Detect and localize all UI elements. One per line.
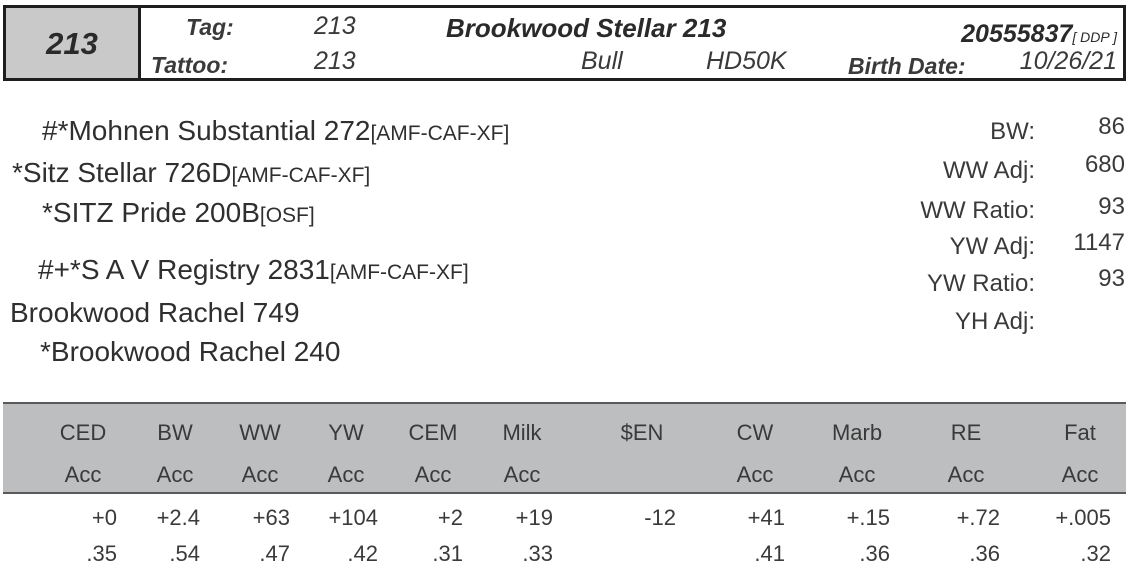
pedigree-sire: *Sitz Stellar 726D[AMF-CAF-XF]: [12, 157, 370, 189]
pedigree-name: *Sitz Stellar 726D: [12, 157, 232, 188]
sex-value: Bull: [581, 47, 623, 75]
perf-value-yw-adj: 1147: [1073, 229, 1125, 256]
pedigree-dam-dam: *Brookwood Rachel 240: [40, 336, 340, 368]
pedigree-name: #+*S A V Registry 2831: [38, 254, 330, 285]
epd-acc-yw: .42: [347, 541, 378, 566]
epd-acc-ww: .47: [259, 541, 290, 566]
perf-label-ww-ratio: WW Ratio:: [920, 197, 1035, 224]
epd-acc-cem: .31: [432, 541, 463, 566]
pedigree-name: Brookwood Rachel 749: [10, 297, 300, 328]
epd-acc-label: Acc: [947, 462, 985, 487]
epd-value-milk: +19: [515, 505, 553, 530]
perf-value-ww-ratio: 93: [1098, 193, 1125, 220]
epd-trait-marb: Marb: [831, 420, 883, 445]
epd-value-re: +.72: [956, 505, 1000, 530]
pedigree-suffix: [AMF-CAF-XF]: [370, 122, 510, 145]
pedigree-sire-dam: *SITZ Pride 200B[OSF]: [42, 197, 315, 229]
registration-suffix: [ DDP ]: [1072, 29, 1117, 45]
epd-trait-milk: Milk: [502, 420, 542, 445]
epd-value-yw: +104: [328, 505, 378, 530]
epd-acc-label: Acc: [64, 462, 102, 487]
registration-value: 20555837: [961, 20, 1073, 48]
pedigree-dam-sire: #+*S A V Registry 2831[AMF-CAF-XF]: [38, 254, 469, 286]
genomics-value: HD50K: [706, 47, 787, 75]
pedigree-name: #*Mohnen Substantial 272: [42, 115, 371, 146]
epd-acc-label: Acc: [1061, 462, 1099, 487]
epd-acc-re: .36: [969, 541, 1000, 566]
epd-trait-re: RE: [950, 420, 982, 445]
epd-trait-en: $EN: [620, 420, 664, 445]
registration-number: 20555837[ DDP ]: [961, 20, 1117, 49]
epd-value-cem: +2: [437, 505, 463, 530]
epd-value-ww: +63: [252, 505, 290, 530]
epd-acc-label: Acc: [838, 462, 876, 487]
epd-trait-yw: YW: [328, 420, 364, 445]
perf-label-yw-ratio: YW Ratio:: [926, 270, 1035, 297]
epd-acc-marb: .36: [859, 541, 890, 566]
epd-value-cw: +41: [747, 505, 785, 530]
perf-value-bw: 86: [1098, 113, 1125, 140]
perf-value-yw-ratio: 93: [1098, 265, 1125, 292]
epd-acc-label: Acc: [503, 462, 541, 487]
epd-acc-fat: .32: [1080, 541, 1111, 566]
epd-trait-fat: Fat: [1064, 420, 1096, 445]
epd-acc-label: Acc: [414, 462, 452, 487]
pedigree-name: *Brookwood Rachel 240: [40, 336, 341, 367]
epd-value-marb: +.15: [846, 505, 890, 530]
epd-value-bw: +2.4: [156, 505, 200, 530]
epd-trait-bw: BW: [157, 420, 193, 445]
animal-name: Brookwood Stellar 213: [446, 13, 727, 43]
epd-trait-ced: CED: [59, 420, 107, 445]
birth-date-label: Birth Date:: [848, 53, 966, 79]
birth-date-value: 10/26/21: [1019, 47, 1117, 75]
epd-acc-cw: .41: [754, 541, 785, 566]
tattoo-label: Tattoo:: [151, 52, 229, 78]
tattoo-value: 213: [314, 47, 356, 75]
perf-label-yh-adj: YH Adj:: [954, 308, 1035, 335]
epd-acc-ced: .35: [86, 541, 117, 566]
epd-header-band: [3, 402, 1126, 494]
epd-acc-label: Acc: [156, 462, 194, 487]
epd-acc-bw: .54: [169, 541, 200, 566]
epd-trait-cem: CEM: [408, 420, 458, 445]
perf-label-bw: BW:: [990, 118, 1035, 145]
perf-label-ww-adj: WW Adj:: [942, 157, 1035, 184]
tag-label: Tag:: [186, 14, 234, 40]
perf-label-yw-adj: YW Adj:: [949, 233, 1035, 260]
lot-header: 213 Tag: 213 Brookwood Stellar 213 20555…: [3, 5, 1126, 81]
pedigree-dam: Brookwood Rachel 749: [10, 297, 300, 329]
lot-number-box: 213: [6, 8, 141, 78]
epd-value-en: -12: [644, 505, 676, 530]
tag-value: 213: [314, 12, 356, 40]
epd-trait-cw: CW: [736, 420, 774, 445]
pedigree-suffix: [OSF]: [259, 204, 315, 227]
lot-number: 213: [46, 26, 98, 61]
epd-trait-ww: WW: [239, 420, 281, 445]
perf-value-ww-adj: 680: [1084, 151, 1125, 178]
pedigree-sire-sire: #*Mohnen Substantial 272[AMF-CAF-XF]: [42, 115, 509, 147]
pedigree-name: *SITZ Pride 200B: [42, 197, 260, 228]
epd-acc-label: Acc: [736, 462, 774, 487]
epd-acc-label: Acc: [327, 462, 365, 487]
pedigree-suffix: [AMF-CAF-XF]: [231, 164, 371, 187]
epd-acc-label: Acc: [241, 462, 279, 487]
epd-value-ced: +0: [91, 505, 117, 530]
epd-acc-milk: .33: [522, 541, 553, 566]
pedigree-suffix: [AMF-CAF-XF]: [329, 261, 469, 284]
epd-value-fat: +.005: [1055, 505, 1111, 530]
